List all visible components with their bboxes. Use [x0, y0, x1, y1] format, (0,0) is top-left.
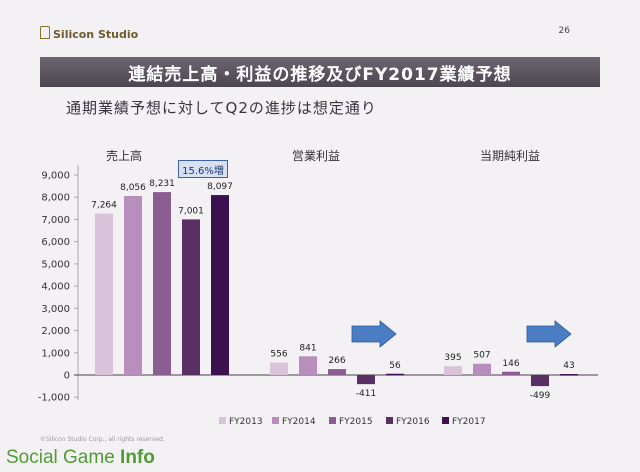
bar: [502, 371, 520, 375]
slide-title: 連結売上高・利益の推移及びFY2017業績予想: [40, 57, 600, 87]
bar: [124, 195, 142, 375]
data-label: 7,264: [91, 201, 117, 211]
y-tick-label: 4,000: [41, 282, 70, 293]
data-label: 56: [389, 361, 401, 371]
data-label: 43: [563, 361, 574, 371]
data-label: 8,231: [149, 179, 175, 189]
data-label: 8,097: [207, 182, 233, 192]
legend-label: FY2016: [396, 417, 430, 427]
legend-swatch: [219, 417, 226, 424]
y-tick-label: 8,000: [41, 193, 70, 204]
bar: [531, 375, 549, 387]
page-number: 26: [558, 26, 570, 36]
y-tick-label: 5,000: [41, 259, 70, 270]
bar: [211, 195, 229, 375]
data-label: 507: [473, 351, 490, 361]
group-title: 当期純利益: [480, 149, 540, 163]
y-tick-label: 3,000: [41, 304, 70, 315]
legend-swatch: [386, 417, 393, 424]
bar: [153, 192, 171, 375]
group-title: 営業利益: [292, 149, 340, 163]
watermark-main: Social Game: [6, 447, 121, 468]
legend-label: FY2014: [282, 417, 316, 427]
page-header: Silicon Studio 26: [40, 24, 600, 44]
data-label: -499: [530, 391, 551, 401]
y-tick-label: -1,000: [38, 393, 70, 404]
y-tick-label: 0: [64, 371, 70, 382]
company-logo: Silicon Studio: [40, 26, 138, 41]
data-label: -411: [356, 389, 376, 399]
data-label: 266: [328, 356, 345, 366]
watermark-bold: Info: [120, 447, 155, 468]
data-label: 7,001: [178, 206, 204, 216]
watermark: Social Game Info: [6, 447, 155, 469]
legend-swatch: [272, 417, 279, 424]
copyright-text: ©Silicon Studio Corp., all rights reserv…: [40, 436, 165, 443]
bar: [299, 356, 317, 375]
legend-label: FY2015: [339, 417, 373, 427]
y-tick-label: 6,000: [41, 237, 70, 248]
bar: [182, 219, 200, 375]
forecast-arrow-icon: [351, 320, 397, 348]
y-tick-label: 9,000: [41, 171, 70, 182]
bar: [357, 375, 375, 385]
data-label: 8,056: [120, 183, 146, 193]
slide-subtitle: 通期業績予想に対してQ2の進捗は想定通り: [66, 99, 377, 117]
legend-label: FY2017: [452, 417, 486, 427]
legend-label: FY2013: [229, 417, 263, 427]
data-label: 395: [444, 353, 461, 363]
logo-mark-icon: [40, 26, 50, 39]
legend-swatch: [442, 417, 449, 424]
bar: [270, 362, 288, 375]
data-label: 841: [299, 343, 316, 353]
y-tick-label: 2,000: [41, 326, 70, 337]
forecast-arrow-icon: [526, 320, 572, 348]
bar: [473, 363, 491, 375]
logo-text: Silicon Studio: [53, 28, 139, 41]
y-tick-label: 1,000: [41, 348, 70, 359]
group-title: 売上高: [106, 148, 142, 163]
bar: [560, 374, 578, 376]
data-label: 146: [502, 359, 519, 369]
bar: [95, 213, 113, 375]
bar: [386, 373, 404, 376]
growth-callout: 15.6%増: [178, 160, 228, 178]
bar: [444, 366, 462, 375]
legend-swatch: [329, 417, 336, 424]
bar: [328, 369, 346, 375]
y-tick-label: 7,000: [41, 215, 70, 226]
data-label: 556: [270, 350, 287, 360]
